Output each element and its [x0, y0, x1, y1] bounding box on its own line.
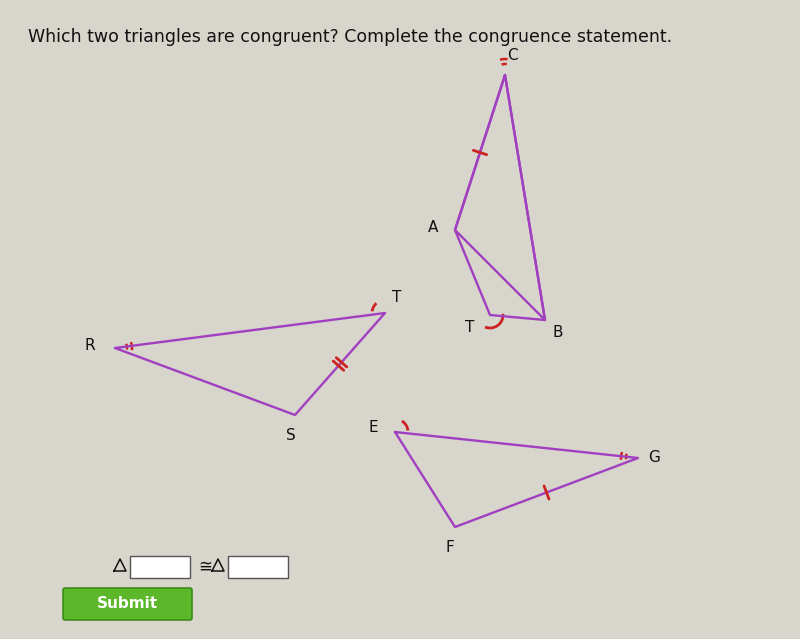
- FancyBboxPatch shape: [63, 588, 192, 620]
- Bar: [228, 556, 288, 578]
- Text: F: F: [446, 540, 454, 555]
- Text: T: T: [465, 320, 474, 335]
- Text: ≅: ≅: [198, 558, 212, 576]
- Text: Which two triangles are congruent? Complete the congruence statement.: Which two triangles are congruent? Compl…: [28, 28, 672, 46]
- Text: T: T: [392, 290, 402, 305]
- Text: B: B: [553, 325, 563, 340]
- Text: G: G: [648, 449, 660, 465]
- Text: R: R: [84, 339, 95, 353]
- Text: S: S: [286, 428, 296, 443]
- Bar: [130, 556, 190, 578]
- Text: Submit: Submit: [97, 596, 158, 612]
- Text: C: C: [506, 48, 518, 63]
- Text: E: E: [368, 420, 378, 436]
- Text: A: A: [428, 220, 438, 236]
